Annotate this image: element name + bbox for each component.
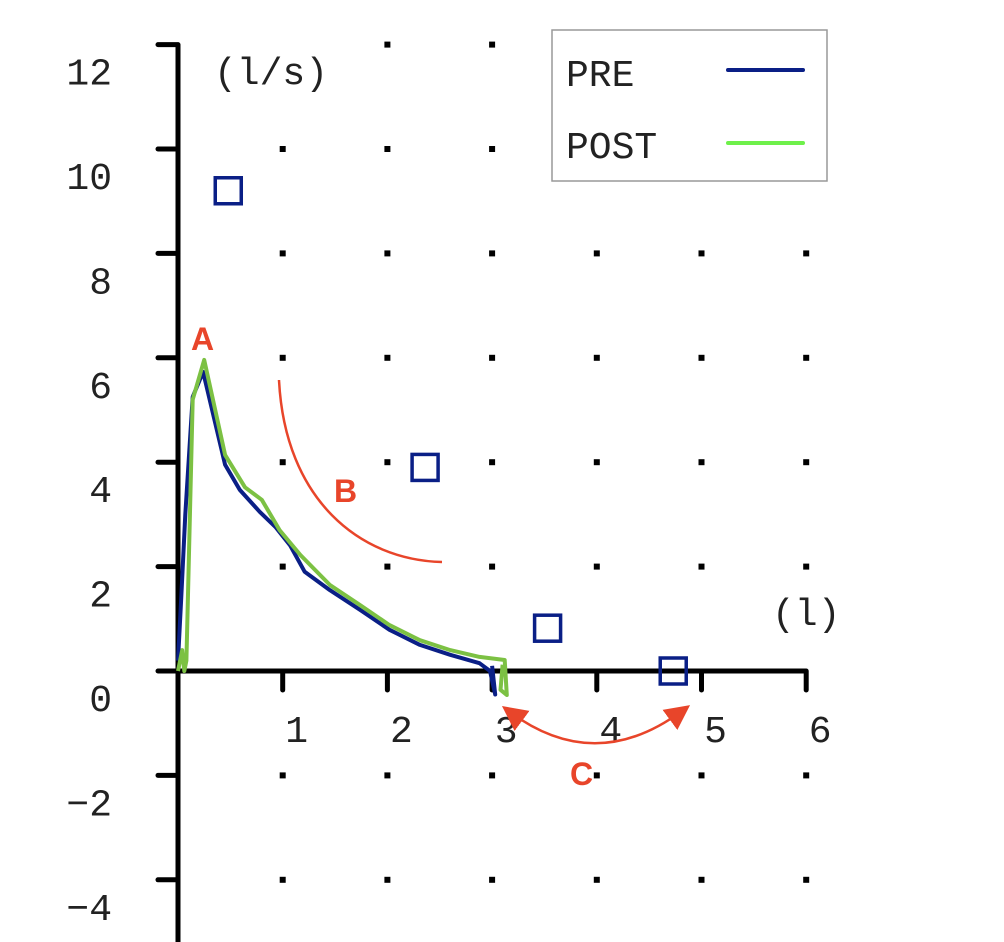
grid-dot [593,250,600,257]
grid-dot [489,146,496,152]
y-tick-label: 8 [89,262,112,305]
scatter-marker [410,452,440,483]
annotation-b: B [334,473,357,509]
legend: PRE POST [551,29,828,182]
grid-dot [384,146,391,152]
y-tick-label: 2 [89,576,112,619]
annotation-a: A [191,321,214,357]
grid-dot [279,250,286,257]
y-axis-label: (l/s) [214,53,328,96]
grid-dot [593,772,600,779]
axes [158,44,807,942]
legend-label-pre: PRE [566,55,634,98]
grid-dot [698,563,705,570]
grid-dot [489,563,496,570]
grid-dot [698,250,705,257]
y-tick-label: 10 [66,158,112,201]
series-group [176,176,688,697]
grid-dot [384,772,391,779]
grid-dot [279,459,286,466]
grid-dot [489,354,496,361]
grid-dot [384,41,391,48]
grid-dot [489,772,496,779]
grid-dot [489,459,496,466]
grid-dot [698,772,705,779]
grid-dot [698,354,705,361]
grid-dot [384,250,391,257]
grid-dot [803,354,810,361]
grid-dot [803,250,810,257]
y-tick-label: −2 [66,784,112,827]
grid-dot [279,772,286,779]
x-tick-label: 1 [285,711,308,754]
scatter-marker [532,613,563,643]
grid-dot [279,354,286,361]
grid-dot [593,354,600,361]
grid-dot [384,459,391,466]
grid-dot [593,876,600,883]
grid-dot [803,772,810,779]
y-tick-label: 4 [89,471,112,514]
x-tick-label: 3 [495,711,518,754]
x-tick-label: 4 [599,711,622,754]
x-tick-label: 5 [704,711,727,754]
grid-dot [803,563,810,570]
grid-dot [593,459,600,466]
annotation-c-arrow [501,705,691,745]
series-line-post [176,357,509,697]
x-axis-label: (l) [772,594,840,637]
legend-box [551,29,828,182]
y-tick-label: 12 [66,54,112,97]
grid-dot [698,459,705,466]
legend-label-post: POST [566,127,657,170]
scatter-marker [213,176,244,206]
x-tick-label: 2 [390,711,413,754]
grid-dot [384,354,391,361]
annotation-b-curve [277,379,443,564]
annotation-c: C [570,756,593,792]
y-tick-label: −4 [66,889,112,932]
grid-dot [489,876,496,883]
grid-dot [489,250,496,257]
y-tick-label: 0 [89,680,112,723]
grid-dot [384,563,391,570]
grid-dot [384,876,391,883]
series-line-pre [176,369,498,697]
grid-dot [593,563,600,570]
scatter-marker [658,656,688,686]
grid-dot [698,876,705,883]
y-tick-label: 6 [89,367,112,410]
grid-dot [279,563,286,570]
grid-dot [803,876,810,883]
x-tick-label: 6 [809,711,832,754]
grid-dot [803,459,810,466]
grid-dot [279,146,286,152]
grid-dot [489,41,496,48]
grid-dot [279,876,286,883]
